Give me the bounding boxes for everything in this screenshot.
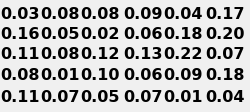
Text: 0.04: 0.04 <box>163 7 202 22</box>
Text: 0.18: 0.18 <box>163 27 202 42</box>
Text: 0.08: 0.08 <box>0 68 40 83</box>
Text: 0.18: 0.18 <box>205 68 245 83</box>
Text: 0.17: 0.17 <box>205 7 245 22</box>
Text: 0.07: 0.07 <box>205 47 245 62</box>
Text: 0.06: 0.06 <box>123 27 162 42</box>
Text: 0.22: 0.22 <box>163 47 202 62</box>
Text: 0.06: 0.06 <box>123 68 162 83</box>
Text: 0.02: 0.02 <box>80 27 120 42</box>
Text: 0.05: 0.05 <box>80 90 120 105</box>
Text: 0.10: 0.10 <box>80 68 120 83</box>
Text: 0.16: 0.16 <box>0 27 40 42</box>
Text: 0.08: 0.08 <box>40 7 80 22</box>
Text: 0.08: 0.08 <box>80 7 120 22</box>
Text: 0.11: 0.11 <box>0 47 40 62</box>
Text: 0.11: 0.11 <box>0 90 40 105</box>
Text: 0.07: 0.07 <box>123 90 162 105</box>
Text: 0.20: 0.20 <box>205 27 245 42</box>
Text: 0.03: 0.03 <box>0 7 40 22</box>
Text: 0.09: 0.09 <box>123 7 162 22</box>
Text: 0.07: 0.07 <box>40 90 80 105</box>
Text: 0.13: 0.13 <box>123 47 162 62</box>
Text: 0.01: 0.01 <box>40 68 80 83</box>
Text: 0.05: 0.05 <box>40 27 80 42</box>
Text: 0.01: 0.01 <box>163 90 202 105</box>
Text: 0.04: 0.04 <box>205 90 245 105</box>
Text: 0.09: 0.09 <box>163 68 202 83</box>
Text: 0.12: 0.12 <box>80 47 120 62</box>
Text: 0.08: 0.08 <box>40 47 80 62</box>
